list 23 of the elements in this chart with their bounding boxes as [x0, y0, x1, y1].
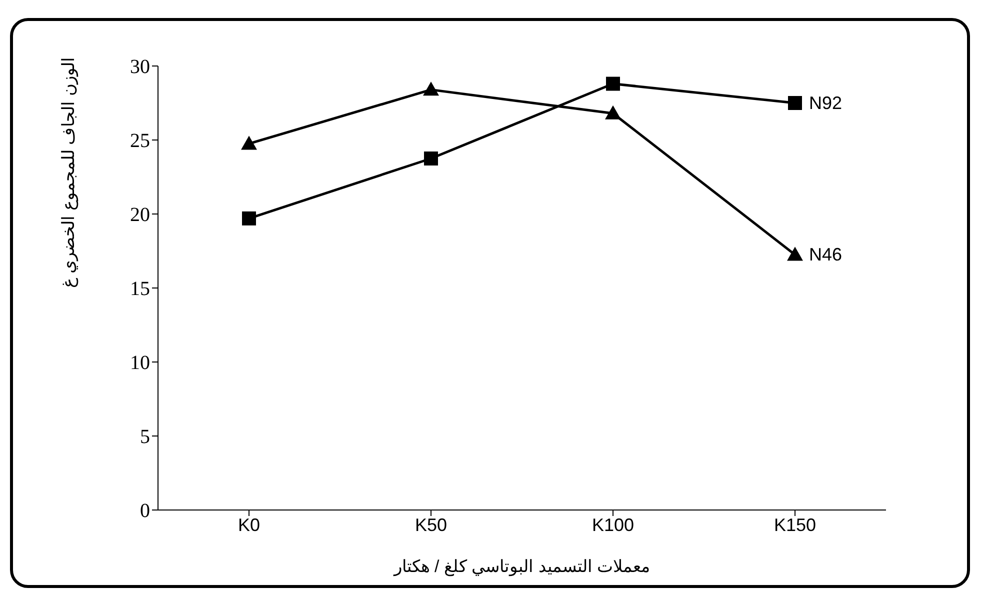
point	[423, 82, 439, 96]
point	[787, 246, 803, 261]
y-tick-label: 25	[130, 130, 150, 152]
point	[242, 211, 256, 226]
series-label: N92	[809, 93, 842, 113]
y-tick-label: 0	[140, 500, 150, 522]
y-tick-label: 10	[130, 352, 150, 374]
point	[788, 96, 802, 110]
point	[424, 152, 438, 166]
y-tick-label: 20	[130, 204, 150, 226]
x-tick-label: K100	[592, 514, 634, 535]
x-axis-title: معملات التسميد البوتاسي كلغ / هكتار	[392, 557, 650, 577]
y-tick-label: 30	[130, 56, 150, 78]
y-tick-label: 15	[130, 278, 150, 300]
y-axis-title: الوزن الجاف للمجموع الخضري غ	[59, 57, 80, 288]
x-tick-label: K0	[238, 514, 260, 535]
series-label: N46	[809, 244, 842, 265]
y-tick-label: 5	[140, 426, 150, 448]
point	[605, 105, 621, 120]
point	[606, 76, 620, 91]
x-tick-label: K50	[414, 514, 448, 535]
point	[241, 136, 257, 150]
x-tick-label: K150	[774, 514, 816, 535]
